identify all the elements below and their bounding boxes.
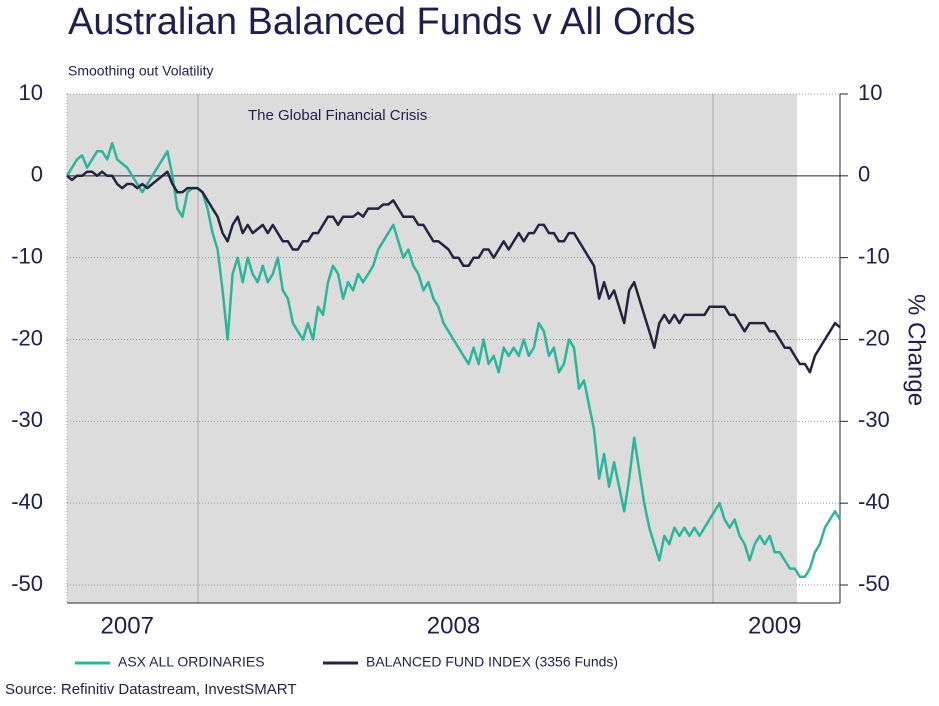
y-tick-label: -10: [11, 243, 43, 268]
legend-label: ASX ALL ORDINARIES: [118, 654, 265, 670]
x-tick-label: 2009: [748, 612, 801, 639]
series-line: [66, 170, 841, 374]
source: Source: Refinitiv Datastream, InvestSMAR…: [5, 681, 297, 698]
annotation: The Global Financial Crisis: [248, 107, 427, 124]
y2-tick-label: -20: [858, 325, 890, 350]
y2-tick-label: -40: [858, 489, 890, 514]
y-tick-label: -30: [11, 407, 43, 432]
y2-axis-label: % Change: [903, 294, 930, 406]
legend-label: BALANCED FUND INDEX (3356 Funds): [366, 654, 618, 670]
y-tick-label: 10: [19, 80, 43, 105]
y2-tick-label: -10: [858, 243, 890, 268]
chart-subtitle: Smoothing out Volatility: [68, 63, 214, 79]
y2-tick-label: -30: [858, 407, 890, 432]
y2-tick-label: -50: [858, 571, 890, 596]
y2-tick-label: 0: [858, 162, 870, 187]
crisis-shading: [67, 94, 797, 603]
y-tick-label: 0: [31, 162, 43, 187]
y2-tick-label: 10: [858, 80, 882, 105]
chart-title: Australian Balanced Funds v All Ords: [68, 1, 695, 43]
y-tick-label: -20: [11, 325, 43, 350]
y-tick-label: -40: [11, 489, 43, 514]
y-tick-label: -50: [11, 571, 43, 596]
x-tick-label: 2008: [427, 612, 480, 639]
x-tick-label: 2007: [101, 612, 154, 639]
